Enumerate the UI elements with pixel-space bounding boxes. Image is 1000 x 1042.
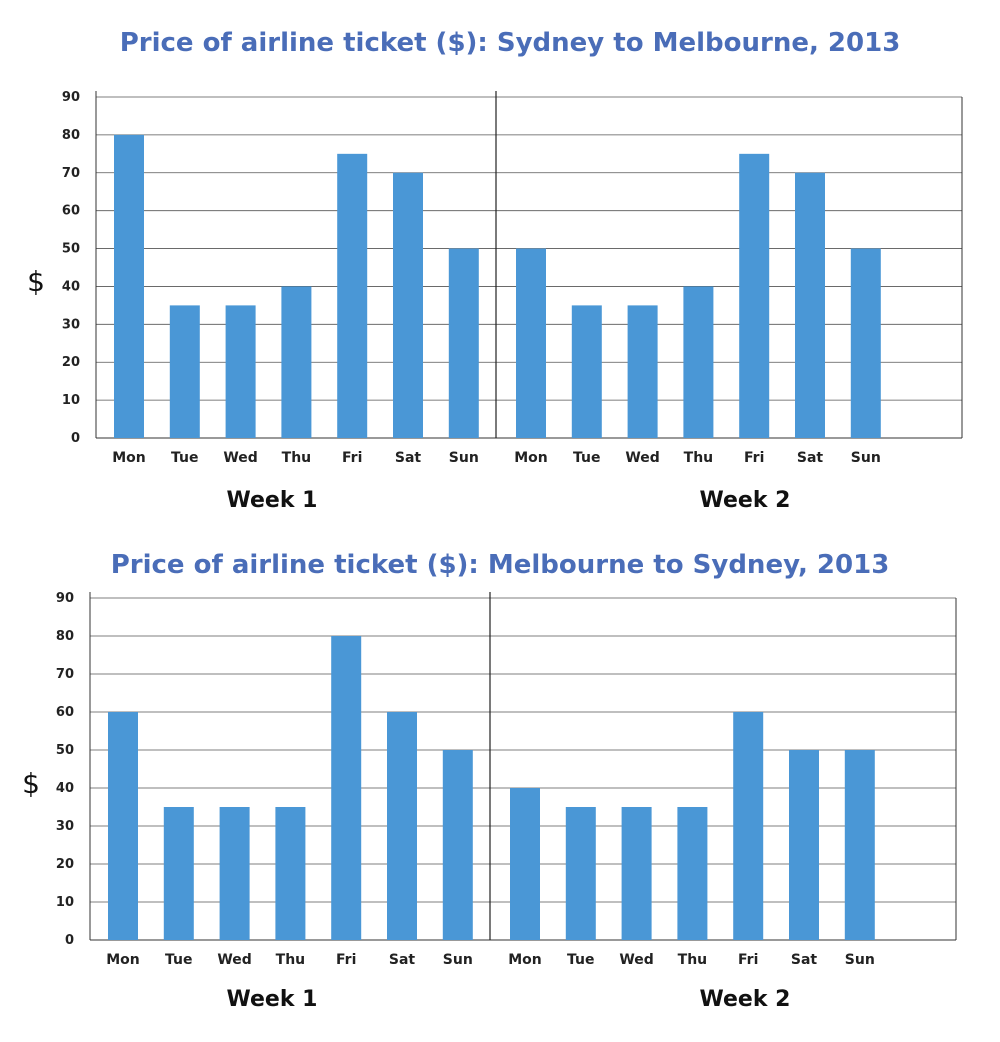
x-tick-label: Fri	[342, 450, 362, 466]
x-tick-label: Sun	[851, 450, 881, 466]
bar-wed	[225, 305, 256, 438]
x-tick-label: Fri	[738, 952, 758, 968]
x-tick-label: Thu	[684, 450, 713, 466]
bar-sun	[448, 248, 479, 438]
panel-label-week-2: Week 2	[700, 987, 791, 1012]
bar-thu	[683, 286, 714, 438]
y-tick-label: 80	[56, 629, 74, 644]
bar-mon	[108, 712, 138, 940]
bar-fri	[739, 153, 770, 439]
panel-label-week-1: Week 1	[227, 987, 318, 1012]
bar-wed	[627, 305, 658, 438]
chart-sydney-to-melbourne: Price of airline ticket ($): Sydney to M…	[27, 28, 963, 513]
y-tick-label: 50	[62, 242, 80, 257]
y-tick-label: 10	[62, 393, 80, 408]
bar-fri	[331, 636, 362, 940]
y-tick-label: 20	[62, 355, 80, 370]
x-tick-label: Sun	[443, 952, 473, 968]
chart-melbourne-to-sydney: Price of airline ticket ($): Melbourne t…	[22, 550, 957, 1012]
bar-mon	[510, 788, 540, 940]
bar-tue	[169, 305, 200, 438]
bar-sun	[844, 750, 875, 940]
bar-thu	[677, 807, 708, 940]
x-tick-label: Wed	[619, 952, 653, 968]
bar-fri	[337, 153, 368, 439]
bar-tue	[571, 305, 602, 438]
x-tick-label: Tue	[573, 450, 600, 466]
y-tick-label: 0	[65, 933, 74, 948]
bar-thu	[275, 807, 306, 940]
bar-mon	[114, 134, 144, 438]
x-tick-label: Thu	[678, 952, 707, 968]
y-tick-label: 50	[56, 743, 74, 758]
y-tick-label: 70	[56, 667, 74, 682]
y-tick-label: 60	[56, 705, 74, 720]
x-tick-label: Sun	[449, 450, 479, 466]
bar-tue	[163, 807, 194, 940]
y-axis-label: $	[27, 265, 45, 298]
bar-fri	[733, 712, 764, 940]
y-tick-label: 40	[62, 279, 80, 294]
y-tick-label: 30	[56, 819, 74, 834]
bar-sun	[442, 750, 473, 940]
x-tick-label: Mon	[106, 952, 140, 968]
y-tick-label: 0	[71, 431, 80, 446]
x-tick-label: Mon	[112, 450, 146, 466]
x-tick-label: Fri	[744, 450, 764, 466]
plot-area: 0 10 20 30 40 50 60 70 80 90 Mon Tue Wed Thu Fri Sat Sun…	[56, 591, 957, 968]
chart-title: Price of airline ticket ($): Melbourne t…	[111, 550, 890, 580]
y-tick-label: 10	[56, 895, 74, 910]
y-tick-label: 60	[62, 204, 80, 219]
x-tick-label: Mon	[514, 450, 548, 466]
x-tick-label: Wed	[217, 952, 251, 968]
y-axis-label: $	[22, 767, 40, 800]
x-tick-label: Sat	[791, 952, 818, 968]
bar-sat	[387, 712, 417, 940]
x-tick-label: Tue	[171, 450, 198, 466]
bar-mon	[516, 248, 546, 438]
panel-label-week-2: Week 2	[700, 488, 791, 513]
bar-wed	[219, 807, 250, 940]
bar-sun	[850, 248, 881, 438]
bar-tue	[565, 807, 596, 940]
panel-label-week-1: Week 1	[227, 488, 318, 513]
x-tick-label: Thu	[282, 450, 311, 466]
y-tick-label: 40	[56, 781, 74, 796]
bar-sat	[393, 172, 423, 438]
y-tick-label: 90	[62, 90, 80, 105]
bar-sat	[789, 750, 819, 940]
x-tick-label: Sun	[845, 952, 875, 968]
chart-title: Price of airline ticket ($): Sydney to M…	[120, 28, 901, 58]
bar-wed	[621, 807, 652, 940]
y-tick-label: 90	[56, 591, 74, 606]
y-tick-label: 70	[62, 166, 80, 181]
x-tick-label: Tue	[165, 952, 192, 968]
x-tick-label: Fri	[336, 952, 356, 968]
x-tick-label: Wed	[223, 450, 257, 466]
x-tick-label: Sat	[395, 450, 422, 466]
x-tick-label: Sat	[389, 952, 416, 968]
y-tick-label: 80	[62, 128, 80, 143]
y-tick-label: 30	[62, 317, 80, 332]
x-tick-label: Wed	[625, 450, 659, 466]
bar-thu	[281, 286, 312, 438]
bar-sat	[795, 172, 825, 438]
x-tick-label: Tue	[567, 952, 594, 968]
plot-area: 0 10 20 30 40 50 60 70 80 90 Mon Tue Wed Thu Fri Sat Sun…	[62, 90, 963, 466]
y-tick-label: 20	[56, 857, 74, 872]
x-tick-label: Mon	[508, 952, 542, 968]
x-tick-label: Thu	[276, 952, 305, 968]
x-tick-label: Sat	[797, 450, 824, 466]
